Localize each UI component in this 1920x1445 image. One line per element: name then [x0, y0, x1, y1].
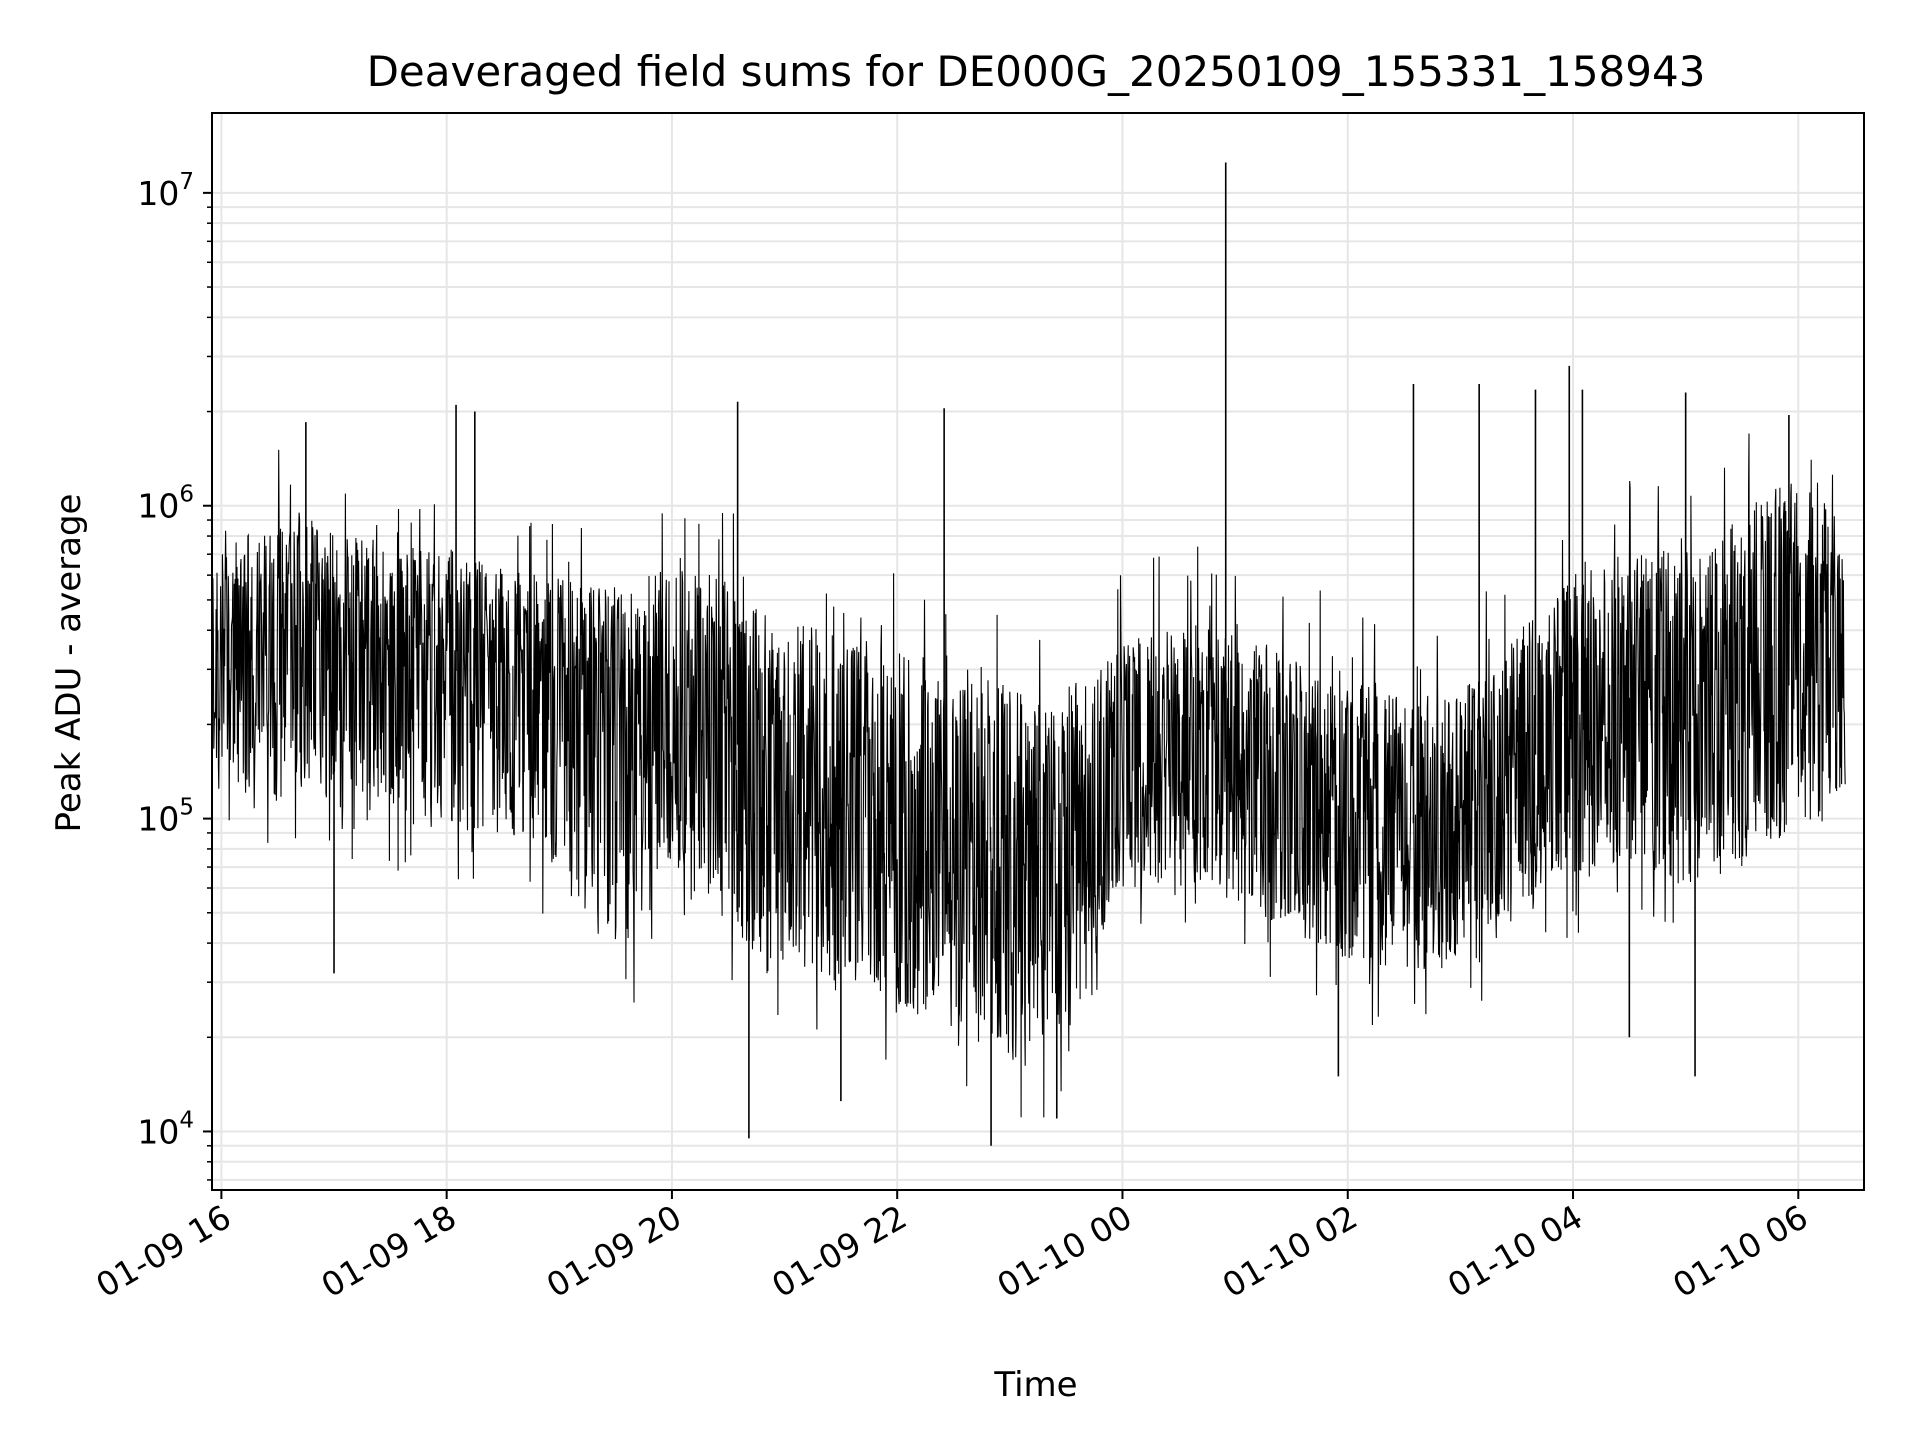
- y-tick-label-exponent: 6: [179, 482, 194, 508]
- chart-title: Deaveraged field sums for DE000G_2025010…: [367, 47, 1706, 96]
- x-axis-label: Time: [993, 1365, 1077, 1405]
- y-tick-label-base: 10: [137, 487, 179, 526]
- y-axis-label: Peak ADU - average: [49, 494, 89, 833]
- data-layer: [211, 162, 1846, 1146]
- y-tick-label-base: 10: [137, 1112, 179, 1151]
- y-tick-label-exponent: 5: [179, 795, 194, 821]
- series-line: [211, 433, 1846, 1118]
- y-tick-label: 104: [137, 1107, 194, 1151]
- y-tick-label: 106: [137, 482, 194, 526]
- y-tick-label-base: 10: [137, 174, 179, 213]
- y-tick-label: 105: [137, 795, 194, 839]
- y-tick-label-base: 10: [137, 800, 179, 839]
- y-tick-label-exponent: 7: [179, 169, 194, 195]
- y-tick-label: 107: [137, 169, 194, 213]
- plot-frame: [211, 112, 1865, 1191]
- y-tick-label-exponent: 4: [179, 1107, 194, 1133]
